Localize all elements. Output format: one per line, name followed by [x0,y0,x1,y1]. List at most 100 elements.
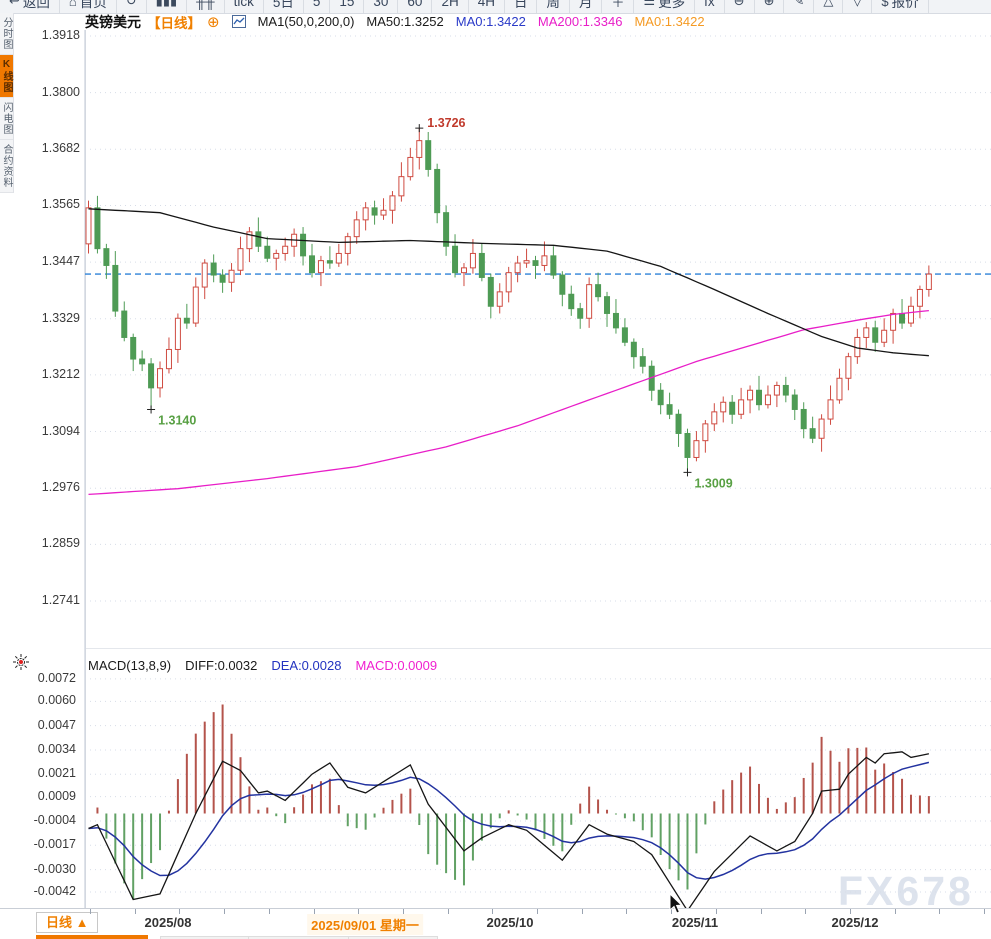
ma50-value: MA50:1.3252 [366,14,444,29]
period-month-label: 月 [578,0,593,10]
x-axis-tick [626,909,628,914]
period-5m-label: 5 [312,0,321,9]
price-tick-label: 1.3212 [41,366,80,381]
x-axis-tick [939,909,941,914]
bar-chart-icon: ▮▮▮ [155,0,178,8]
quote-button-label: 报价 [891,0,919,10]
period-day-label: 日 [513,0,528,10]
period-4h[interactable]: 4H [469,0,505,13]
bottom-toolbar-active-button-top[interactable] [36,935,148,939]
period-custom-button[interactable]: ＋ [602,0,635,13]
svg-text:1.3009: 1.3009 [694,476,732,490]
mini-chart-icon[interactable] [231,15,246,28]
macd-chart-svg[interactable] [85,648,991,908]
period-label: 【日线】 [147,15,201,31]
x-axis-tick [134,909,136,914]
x-axis-date-label: 2025/12 [831,915,879,930]
period-tick-label: tick [233,0,254,9]
macd-tick-label: -0.0017 [33,837,76,852]
tab-lightning-chart[interactable]: 闪电图 [0,98,13,140]
back-button[interactable]: ↩ 返回 [0,0,60,13]
tab-time-chart[interactable]: 分时图 [0,13,13,55]
x-axis-tick [537,909,538,914]
macd-tick-label: -0.0004 [33,812,76,827]
macd-tick-label: 0.0021 [37,766,76,781]
left-sidebar: 分时图 K线图 闪电图 合约资料 [0,13,14,193]
x-axis-date-label: 2025/08 [144,915,192,930]
price-tick-label: 1.3094 [41,423,80,438]
period-5m[interactable]: 5 [304,0,331,13]
ma0-orange-value: MA0:1.3422 [634,14,705,29]
macd-tick-label: 0.0034 [37,741,76,756]
macd-dea-value: DEA:0.0028 [271,658,342,673]
formula-button[interactable]: fx [695,0,725,13]
price-tick-label: 1.3565 [41,197,80,212]
period-week[interactable]: 周 [537,0,570,13]
indicator-sliders-button[interactable]: ╫╫ [187,0,225,13]
macd-tick-label: -0.0030 [33,861,76,876]
back-icon: ↩ [9,0,20,8]
ma200-value: MA200:1.3346 [537,14,623,29]
x-axis-tick [313,909,315,914]
macd-tick-label: 0.0009 [37,788,76,803]
plus-icon: ＋ [611,0,625,10]
pencil-icon: ✎ [793,0,805,8]
period-tick[interactable]: tick [225,0,264,13]
period-2h[interactable]: 2H [432,0,469,13]
mouse-cursor [669,893,683,914]
add-indicator-icon[interactable]: ⊕ [207,13,220,31]
price-tick-label: 1.3918 [41,28,80,42]
x-axis-tick [447,909,449,914]
macd-tick-label: 0.0047 [37,717,76,732]
x-axis-tick [358,909,360,914]
x-axis-strip: 日线 ▲ 2025/08 2025/09/01 星期一 2025/10 2025/11… [0,908,991,936]
triangle-down-button[interactable]: ▽ [843,0,873,13]
refresh-icon: ↻ [125,0,137,8]
more-button[interactable]: ☰ 更多 [634,0,696,13]
refresh-button[interactable]: ↻ [117,0,147,13]
macd-diff-value: DIFF:0.0032 [185,658,258,673]
tab-kline-chart[interactable]: K线图 [0,55,13,98]
macd-tick-label: 0.0060 [37,693,76,708]
triangle-up-button[interactable]: △ [814,0,844,13]
zoom-in-button[interactable]: ⊕ [755,0,785,13]
tab-contract-info[interactable]: 合约资料 [0,140,13,193]
x-axis-date-label: 2025/11 [671,915,719,930]
period-60m-label: 60 [407,0,423,9]
period-day[interactable]: 日 [505,0,538,13]
zoom-out-button[interactable]: ⊖ [725,0,755,13]
plot-left-border [84,30,85,908]
home-button-label: 首页 [79,0,107,10]
top-toolbar-row: ↩ 返回 ⌂ 首页 ↻ ▮▮▮ ╫╫ tick 5日 5 15 30 60 2H 4H 日周月＋ ☰ 更多 fx ⊖ ⊕… [0,0,991,13]
back-button-label: 返回 [22,0,50,10]
zoom-in-icon: ⊕ [763,0,775,8]
indicator-settings-icon[interactable] [12,653,30,671]
x-axis-tick [224,909,226,914]
period-5d[interactable]: 5日 [264,0,304,13]
triangle-up-icon: △ [823,0,834,8]
macd-settings-label: MACD(13,8,9) [88,658,172,673]
price-tick-label: 1.3329 [41,310,80,325]
home-button[interactable]: ⌂ 首页 [60,0,117,13]
period-5d-label: 5日 [272,0,294,10]
period-month[interactable]: 月 [570,0,603,13]
bottom-toolbar-button-top[interactable] [348,936,438,939]
main-chart-svg[interactable]: 1.3726 1.3140 1.3009 [85,30,991,648]
period-2h-label: 2H [441,0,459,9]
x-axis-tick [984,909,985,914]
price-tick-label: 1.3447 [41,254,80,269]
x-axis-tick [805,909,807,914]
period-15m[interactable]: 15 [330,0,365,13]
quote-button[interactable]: $ 报价 [872,0,929,13]
macd-header: MACD(13,8,9) DIFF:0.0032 DEA:0.0028 MACD… [88,658,437,673]
period-week-label: 周 [546,0,560,10]
period-30m[interactable]: 30 [364,0,399,13]
top-toolbar: ↩ 返回 ⌂ 首页 ↻ ▮▮▮ ╫╫ tick 5日 5 15 30 60 2H 4H 日周月＋ ☰ 更多 fx ⊖ ⊕… [0,0,991,14]
x-axis-tick [894,909,896,914]
period-60m[interactable]: 60 [398,0,433,13]
draw-button[interactable]: ✎ [784,0,815,13]
bar-chart-button[interactable]: ▮▮▮ [147,0,188,13]
price-tick-label: 1.3682 [41,141,80,156]
period-selector-button[interactable]: 日线 ▲ [36,912,99,933]
